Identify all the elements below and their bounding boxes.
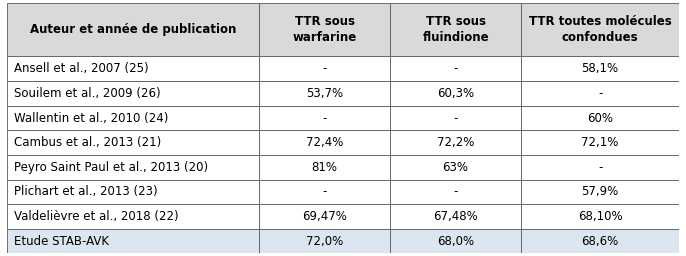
Bar <box>521 180 679 204</box>
Bar <box>259 204 390 229</box>
Bar <box>390 204 521 229</box>
Bar <box>259 130 390 155</box>
Text: 81%: 81% <box>311 161 338 174</box>
Bar <box>390 57 521 81</box>
Text: TTR toutes molécules
confondues: TTR toutes molécules confondues <box>529 15 672 44</box>
Bar <box>521 229 679 253</box>
Text: 68,10%: 68,10% <box>578 210 622 223</box>
Bar <box>390 180 521 204</box>
Text: 72,1%: 72,1% <box>582 136 619 149</box>
Bar <box>7 106 259 130</box>
Bar <box>521 155 679 180</box>
Text: -: - <box>453 112 458 124</box>
Text: Peyro Saint Paul et al., 2013 (20): Peyro Saint Paul et al., 2013 (20) <box>14 161 208 174</box>
Bar <box>521 106 679 130</box>
Bar <box>7 3 259 57</box>
Bar <box>390 229 521 253</box>
Text: 68,6%: 68,6% <box>582 235 619 248</box>
Text: -: - <box>598 87 602 100</box>
Bar <box>7 57 259 81</box>
Bar <box>390 155 521 180</box>
Bar <box>390 130 521 155</box>
Text: Souilem et al., 2009 (26): Souilem et al., 2009 (26) <box>14 87 161 100</box>
Text: Cambus et al., 2013 (21): Cambus et al., 2013 (21) <box>14 136 161 149</box>
Bar <box>521 81 679 106</box>
Text: Plichart et al., 2013 (23): Plichart et al., 2013 (23) <box>14 185 157 198</box>
Text: 72,4%: 72,4% <box>306 136 343 149</box>
Text: 69,47%: 69,47% <box>302 210 347 223</box>
Text: 72,2%: 72,2% <box>437 136 474 149</box>
Bar <box>7 204 259 229</box>
Bar <box>7 130 259 155</box>
Bar <box>7 81 259 106</box>
Bar <box>259 81 390 106</box>
Bar <box>259 106 390 130</box>
Bar <box>259 180 390 204</box>
Text: 58,1%: 58,1% <box>582 62 619 75</box>
Text: Auteur et année de publication: Auteur et année de publication <box>29 23 236 36</box>
Bar <box>390 81 521 106</box>
Text: Ansell et al., 2007 (25): Ansell et al., 2007 (25) <box>14 62 148 75</box>
Text: 67,48%: 67,48% <box>434 210 478 223</box>
Text: -: - <box>453 185 458 198</box>
Bar <box>259 57 390 81</box>
Text: 72,0%: 72,0% <box>306 235 343 248</box>
Text: -: - <box>322 112 327 124</box>
Bar <box>7 180 259 204</box>
Text: 63%: 63% <box>442 161 469 174</box>
Text: 57,9%: 57,9% <box>582 185 619 198</box>
Bar <box>521 57 679 81</box>
Bar <box>259 3 390 57</box>
Text: -: - <box>598 161 602 174</box>
Text: 60,3%: 60,3% <box>437 87 474 100</box>
Text: 68,0%: 68,0% <box>437 235 474 248</box>
Text: TTR sous
warfarine: TTR sous warfarine <box>292 15 357 44</box>
Bar <box>521 204 679 229</box>
Bar <box>390 106 521 130</box>
Text: Etude STAB-AVK: Etude STAB-AVK <box>14 235 108 248</box>
Text: -: - <box>453 62 458 75</box>
Text: Valdelièvre et al., 2018 (22): Valdelièvre et al., 2018 (22) <box>14 210 178 223</box>
Text: Wallentin et al., 2010 (24): Wallentin et al., 2010 (24) <box>14 112 168 124</box>
Text: TTR sous
fluindione: TTR sous fluindione <box>423 15 489 44</box>
Bar <box>521 3 679 57</box>
Bar <box>7 229 259 253</box>
Text: 60%: 60% <box>587 112 613 124</box>
Text: 53,7%: 53,7% <box>306 87 343 100</box>
Text: -: - <box>322 62 327 75</box>
Text: -: - <box>322 185 327 198</box>
Bar <box>521 130 679 155</box>
Bar <box>259 155 390 180</box>
Bar <box>7 155 259 180</box>
Bar <box>390 3 521 57</box>
Bar <box>259 229 390 253</box>
